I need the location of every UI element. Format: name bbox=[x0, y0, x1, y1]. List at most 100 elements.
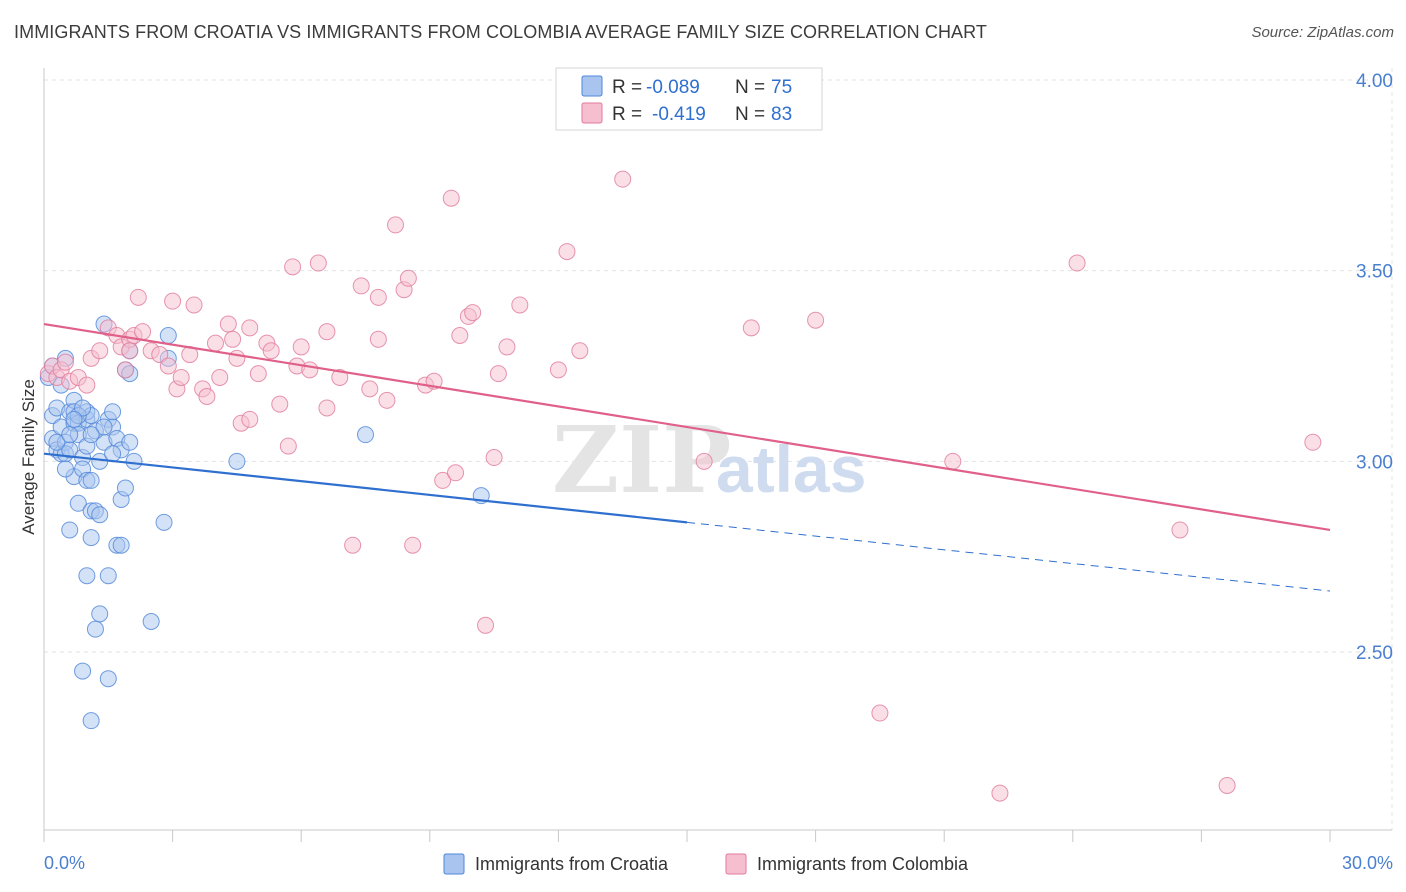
croatia-trend-line bbox=[43, 452, 688, 524]
croatia-point bbox=[61, 521, 79, 539]
colombia-point bbox=[991, 784, 1009, 802]
colombia-point bbox=[134, 323, 152, 341]
y-axis-label: Average Family Size bbox=[19, 379, 38, 535]
colombia-point bbox=[279, 437, 297, 455]
croatia-point bbox=[74, 399, 92, 417]
legend-colombia-swatch bbox=[725, 853, 747, 875]
croatia-n-label: N = bbox=[735, 77, 765, 98]
croatia-point bbox=[116, 479, 134, 497]
croatia-point bbox=[56, 460, 74, 478]
source-credit: Source: ZipAtlas.com bbox=[1251, 24, 1394, 41]
colombia-point bbox=[464, 304, 482, 322]
croatia-point bbox=[159, 326, 177, 344]
colombia-trend-line bbox=[43, 322, 1331, 532]
colombia-point bbox=[224, 330, 242, 348]
colombia-point bbox=[301, 361, 319, 379]
trend-lines bbox=[43, 322, 1331, 592]
colombia-point bbox=[241, 319, 259, 337]
croatia-point bbox=[155, 513, 173, 531]
colombia-point bbox=[206, 334, 224, 352]
colombia-point bbox=[292, 338, 310, 356]
colombia-point bbox=[434, 471, 452, 489]
colombia-point bbox=[318, 323, 336, 341]
colombia-point bbox=[477, 616, 495, 634]
croatia-r-label: R = bbox=[612, 77, 642, 98]
colombia-point bbox=[228, 349, 246, 367]
croatia-trend-extension bbox=[686, 521, 1331, 592]
croatia-point bbox=[82, 712, 100, 730]
croatia-point bbox=[112, 536, 130, 554]
croatia-point bbox=[91, 506, 109, 524]
croatia-swatch bbox=[581, 75, 603, 97]
croatia-point bbox=[82, 426, 100, 444]
colombia-point bbox=[219, 315, 237, 333]
croatia-point bbox=[69, 494, 87, 512]
croatia-n-value: 75 bbox=[771, 77, 792, 98]
croatia-point bbox=[125, 452, 143, 470]
x-tick-labels: 0.0% 30.0% bbox=[44, 853, 1393, 873]
colombia-point bbox=[361, 380, 379, 398]
colombia-point bbox=[318, 399, 336, 417]
croatia-point bbox=[99, 567, 117, 585]
croatia-point bbox=[99, 670, 117, 688]
colombia-point bbox=[331, 368, 349, 386]
colombia-point bbox=[498, 338, 516, 356]
colombia-point bbox=[309, 254, 327, 272]
colombia-point bbox=[1171, 521, 1189, 539]
colombia-point bbox=[121, 342, 139, 360]
colombia-point bbox=[807, 311, 825, 329]
colombia-point bbox=[369, 288, 387, 306]
croatia-point bbox=[228, 452, 246, 470]
colombia-point bbox=[871, 704, 889, 722]
colombia-point bbox=[404, 536, 422, 554]
bottom-legend: Immigrants from Croatia Immigrants from … bbox=[443, 853, 969, 875]
y-tick-label: 3.00 bbox=[1356, 452, 1393, 473]
legend-croatia-label: Immigrants from Croatia bbox=[475, 854, 669, 874]
colombia-point bbox=[549, 361, 567, 379]
croatia-point bbox=[82, 471, 100, 489]
colombia-point bbox=[271, 395, 289, 413]
y-tick-label: 4.00 bbox=[1356, 71, 1393, 92]
colombia-swatch bbox=[581, 102, 603, 124]
colombia-point bbox=[558, 243, 576, 261]
x-tick-label: 0.0% bbox=[44, 853, 85, 873]
colombia-point bbox=[387, 216, 405, 234]
colombia-point bbox=[284, 258, 302, 276]
colombia-point bbox=[91, 342, 109, 360]
colombia-point bbox=[489, 365, 507, 383]
colombia-point bbox=[451, 326, 469, 344]
legend-croatia-swatch bbox=[443, 853, 465, 875]
croatia-point bbox=[357, 426, 374, 444]
colombia-series bbox=[39, 170, 1322, 802]
croatia-point bbox=[86, 620, 104, 638]
colombia-point bbox=[159, 357, 177, 375]
croatia-point bbox=[121, 433, 139, 451]
colombia-point bbox=[344, 536, 362, 554]
colombia-point bbox=[211, 368, 229, 386]
croatia-point bbox=[65, 410, 83, 428]
y-tick-label: 2.50 bbox=[1356, 643, 1393, 664]
colombia-point bbox=[198, 388, 216, 406]
colombia-r-value: -0.419 bbox=[652, 104, 706, 125]
colombia-r-label: R = bbox=[612, 104, 642, 125]
colombia-n-label: N = bbox=[735, 104, 765, 125]
colombia-point bbox=[447, 464, 465, 482]
grid-lines bbox=[44, 68, 1393, 830]
croatia-point bbox=[95, 418, 113, 436]
colombia-point bbox=[944, 452, 962, 470]
chart-title: IMMIGRANTS FROM CROATIA VS IMMIGRANTS FR… bbox=[14, 22, 988, 42]
colombia-point bbox=[369, 330, 387, 348]
colombia-point bbox=[151, 346, 169, 364]
colombia-point bbox=[742, 319, 760, 337]
croatia-point bbox=[91, 605, 109, 623]
y-tick-label: 3.50 bbox=[1356, 262, 1393, 283]
colombia-point bbox=[172, 368, 190, 386]
colombia-n-value: 83 bbox=[771, 104, 792, 125]
croatia-point bbox=[78, 567, 96, 585]
croatia-r-value: -0.089 bbox=[646, 77, 700, 98]
colombia-point bbox=[399, 269, 417, 287]
colombia-point bbox=[262, 342, 280, 360]
colombia-point bbox=[1068, 254, 1086, 272]
croatia-point bbox=[104, 403, 122, 421]
